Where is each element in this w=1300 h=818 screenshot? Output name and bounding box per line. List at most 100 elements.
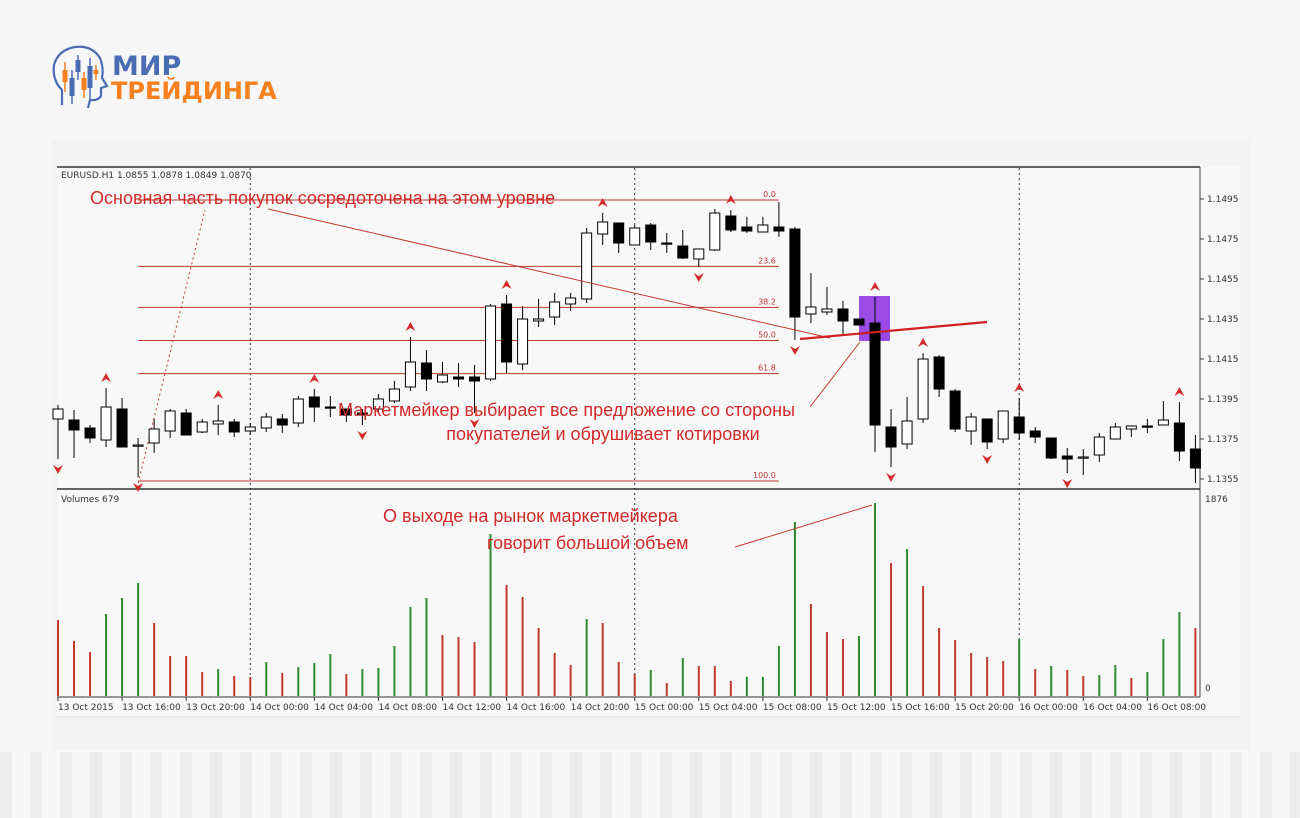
candle-bearish	[340, 408, 352, 416]
candle-bearish	[949, 390, 961, 430]
time-tick-label: 14 Oct 20:00	[571, 703, 630, 713]
fractal-down-arrow-icon	[693, 273, 704, 282]
annotation-pointer-line	[809, 341, 861, 408]
fractal-down-arrow-icon	[53, 465, 63, 474]
background-stripe	[810, 752, 822, 818]
price-tick-label: 1.1355	[1207, 475, 1239, 485]
candle-bullish	[244, 426, 256, 432]
candle-bullish	[805, 306, 817, 315]
background-stripe	[1260, 752, 1272, 818]
volume-series	[57, 503, 1197, 696]
support-line	[799, 320, 988, 341]
background-stripe	[510, 752, 522, 818]
price-axis: 1.1495 1.1475 1.1455 1.1435 1.1415 1.1395 1.13…	[1200, 195, 1239, 694]
annotation-pointer-line	[267, 208, 831, 339]
volume-tick-label: 1876	[1205, 495, 1228, 505]
candle-bearish	[677, 245, 689, 259]
candle-bearish	[356, 412, 368, 416]
candle-bearish	[84, 427, 96, 439]
fractal-up-arrow-icon	[918, 338, 929, 347]
fib-level-label: 23.6	[758, 256, 776, 265]
candle-bullish	[260, 416, 272, 429]
candle-bearish	[741, 226, 753, 232]
candle-bearish	[837, 308, 849, 322]
candle-bullish	[372, 398, 384, 410]
chart-header: EURUSD.H1 1.0855 1.0878 1.0849 1.0870	[61, 171, 252, 181]
candle-bullish	[388, 388, 400, 402]
candle-bullish	[901, 420, 913, 445]
annotation-pointer-line	[734, 504, 873, 548]
volume-tick-label: 0	[1205, 684, 1211, 694]
fractal-down-arrow-icon	[357, 431, 368, 440]
candle-bearish	[1045, 437, 1057, 459]
candlestick-series	[52, 202, 1201, 483]
candle-bearish	[981, 418, 993, 443]
price-tick-label: 1.1455	[1207, 275, 1239, 285]
candle-bearish	[885, 426, 897, 448]
fractal-up-arrow-icon	[1174, 387, 1185, 396]
time-tick-label: 14 Oct 08:00	[378, 703, 437, 713]
fractal-up-arrow-icon	[405, 322, 416, 331]
fractal-up-arrow-icon	[597, 198, 608, 207]
background-stripe	[240, 752, 252, 818]
candle-bullish	[1125, 425, 1137, 430]
candle-bearish	[933, 356, 945, 390]
candle-bullish	[821, 308, 833, 313]
time-tick-label: 13 Oct 20:00	[186, 703, 245, 713]
time-tick-label: 15 Oct 20:00	[955, 703, 1014, 713]
annotation-vol-line2: говорит большой объем	[487, 533, 689, 553]
price-tick-label: 1.1415	[1207, 355, 1239, 365]
fractal-down-arrow-icon	[886, 473, 897, 482]
candle-bullish	[196, 421, 208, 433]
time-tick-label: 14 Oct 04:00	[314, 703, 373, 713]
background-stripe	[1080, 752, 1092, 818]
fib-level-label: 0.0	[763, 190, 776, 199]
background-stripe	[30, 752, 42, 818]
logo-line2: ТРЕЙДИНГА	[111, 76, 277, 105]
candle-bullish	[549, 301, 561, 318]
candle-bearish	[645, 224, 657, 243]
background-stripe	[0, 752, 12, 818]
background-stripe	[720, 752, 732, 818]
background-stripe	[780, 752, 792, 818]
background-stripe	[270, 752, 282, 818]
candle-bearish	[501, 303, 513, 363]
background-stripe	[570, 752, 582, 818]
candle-bullish	[581, 232, 593, 300]
fractal-up-arrow-icon	[1014, 383, 1025, 392]
candle-bullish	[693, 248, 705, 260]
time-tick-label: 16 Oct 00:00	[1019, 703, 1078, 713]
candle-bullish	[709, 212, 721, 251]
background-stripe	[180, 752, 192, 818]
day-separators	[249, 168, 1020, 697]
fib-level-label: 61.8	[758, 364, 776, 373]
time-tick-label: 13 Oct 16:00	[122, 703, 181, 713]
candle-bearish	[1061, 455, 1073, 460]
annotation-vol-line1: О выходе на рынок маркетмейкера	[383, 506, 679, 526]
candle-bullish	[164, 410, 176, 432]
candle-bullish	[485, 305, 497, 380]
background-stripe	[360, 752, 372, 818]
time-tick-label: 15 Oct 08:00	[763, 703, 822, 713]
logo-line1: МИР	[112, 51, 181, 82]
candle-bullish	[997, 410, 1009, 440]
chart-window	[57, 167, 1240, 717]
background-stripe	[210, 752, 222, 818]
time-tick-label: 15 Oct 16:00	[891, 703, 950, 713]
fib-level-label: 50.0	[758, 331, 776, 340]
annotation-mm-line1: Маркетмейкер выбирает все предложение со…	[338, 400, 795, 420]
price-tick-label: 1.1435	[1207, 315, 1239, 325]
candle-bearish	[853, 318, 865, 326]
candle-bearish	[773, 226, 785, 232]
fib-level-label: 38.2	[758, 297, 776, 306]
candle-bearish	[68, 419, 80, 431]
time-tick-label: 15 Oct 12:00	[827, 703, 886, 713]
candle-bullish	[212, 420, 224, 425]
candle-bullish	[100, 406, 112, 441]
candle-bullish	[533, 318, 545, 322]
candle-bearish	[1189, 448, 1201, 469]
fractal-down-arrow-icon	[469, 419, 480, 428]
candle-bearish	[1029, 430, 1041, 438]
fibonacci-retracement[interactable]: 0.0 23.6 38.2 50.0 61.8 100.0	[137, 190, 779, 484]
